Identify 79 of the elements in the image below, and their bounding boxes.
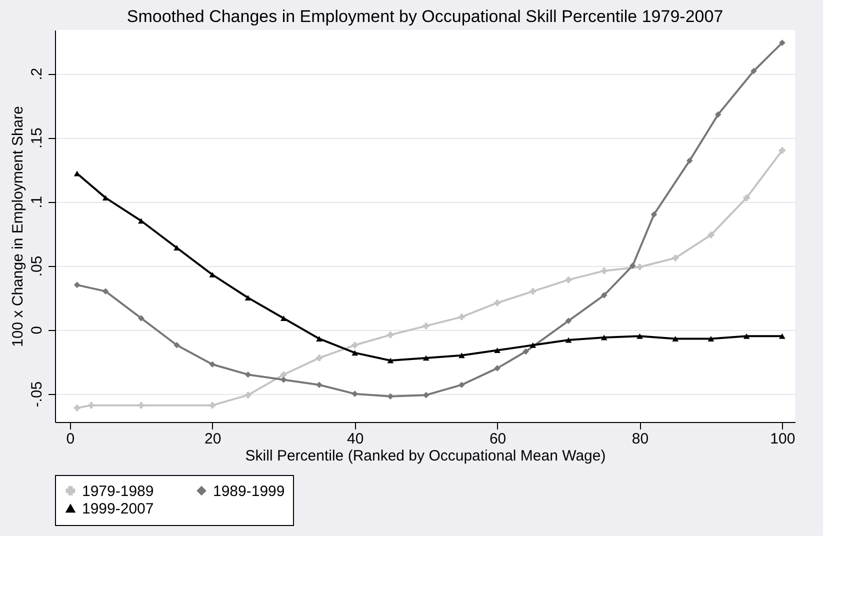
point: [244, 392, 252, 398]
x-tick-label: 80: [632, 430, 649, 448]
point: [600, 334, 608, 340]
x-tick-label: 40: [347, 430, 364, 448]
legend-label: 1999-2007: [82, 500, 154, 518]
point: [422, 392, 430, 398]
point: [74, 170, 80, 176]
point: [779, 333, 786, 339]
point: [714, 111, 722, 118]
point: [352, 390, 358, 397]
point: [102, 195, 109, 201]
point: [102, 288, 109, 294]
point: [600, 268, 608, 274]
point: [316, 382, 322, 388]
point: [74, 404, 80, 412]
legend-label: 1979-1989: [82, 482, 154, 500]
point: [672, 336, 679, 342]
y-axis-title: 100 x Change in Employment Share: [10, 106, 26, 347]
y-tick-label: .1: [28, 196, 46, 208]
y-tick-label: .05: [28, 256, 46, 277]
point: [88, 402, 94, 409]
y-tick-label: .15: [28, 128, 46, 149]
legend-label: 1989-1999: [213, 482, 285, 500]
point: [244, 371, 252, 378]
x-tick-label: 20: [204, 430, 222, 448]
point: [708, 336, 714, 342]
point: [530, 288, 536, 294]
point: [636, 264, 643, 270]
point: [138, 402, 144, 409]
point: [244, 295, 252, 300]
x-tick-label: 100: [770, 430, 796, 448]
point: [750, 68, 757, 74]
point: [280, 376, 287, 383]
y-tick-label: -.05: [28, 381, 46, 408]
point: [565, 318, 572, 324]
point: [743, 194, 750, 201]
point: [494, 365, 500, 372]
y-tick-label: .2: [28, 68, 46, 80]
point: [209, 402, 216, 409]
point: [280, 315, 287, 321]
point: [494, 300, 500, 306]
point: [138, 315, 144, 322]
point: [522, 348, 529, 355]
point: [565, 337, 572, 343]
point: [316, 336, 322, 342]
point: [779, 40, 786, 46]
y-tick-label: 0: [28, 326, 46, 334]
x-tick-label: 0: [66, 430, 75, 448]
point: [387, 332, 394, 338]
point: [352, 350, 358, 356]
point: [743, 333, 750, 339]
point: [422, 355, 430, 361]
point: [174, 342, 180, 348]
point: [672, 254, 679, 262]
point: [458, 352, 465, 358]
point: [779, 147, 786, 154]
point: [600, 292, 608, 298]
point: [422, 322, 430, 330]
point: [629, 262, 636, 269]
point: [387, 358, 394, 364]
point: [530, 342, 536, 348]
point: [708, 232, 714, 238]
chart-title: Smoothed Changes in Employment by Occupational Skill Percentile 1979-2007: [126, 7, 724, 26]
point: [565, 276, 572, 283]
point: [650, 211, 658, 218]
point: [494, 348, 500, 353]
point: [316, 354, 322, 362]
x-axis-title: Skill Percentile (Ranked by Occupational Mean Wage): [245, 448, 606, 464]
point: [387, 393, 394, 400]
point: [458, 314, 465, 320]
point: [458, 382, 465, 388]
point: [209, 361, 216, 368]
point: [636, 333, 643, 339]
x-tick-label: 60: [489, 430, 506, 448]
point: [352, 342, 358, 348]
point: [686, 158, 693, 164]
point: [209, 272, 216, 278]
point: [280, 371, 287, 378]
point: [74, 282, 80, 288]
